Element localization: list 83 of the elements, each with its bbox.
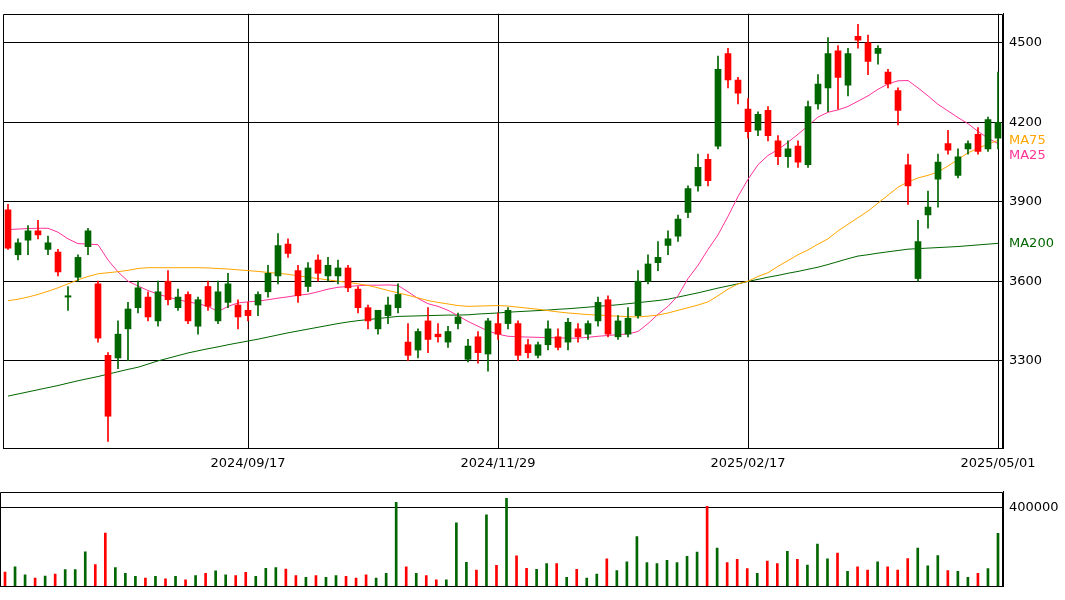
bar [575,568,579,587]
candlestick [994,71,1002,150]
bar [806,564,809,587]
bar [495,565,498,587]
bar [745,568,749,587]
bar [424,575,428,587]
bar [103,532,107,587]
bar [735,558,739,587]
bar [916,547,920,587]
bar [194,575,197,587]
bar [585,577,589,587]
bar [224,574,228,587]
bar [555,563,558,587]
bar [174,576,177,587]
bar [414,572,418,587]
x-tick-label: 2025/05/01 [960,455,1036,471]
bar [776,563,779,587]
bar [765,560,769,587]
bar [394,502,398,587]
bar [876,561,879,587]
bar [445,579,448,587]
candlestick [854,24,862,49]
bar [485,514,488,587]
candlestick [654,241,662,271]
bar [906,558,910,587]
bar [475,569,478,587]
bar [545,563,548,587]
bar [515,555,518,587]
x-tick-label: 2024/09/17 [210,455,286,471]
bar [404,566,408,587]
bar [926,565,930,587]
bar [264,567,268,587]
bar [796,558,799,587]
bar [434,579,438,587]
bar [144,577,147,587]
y-tick-label: 3600 [1009,272,1043,288]
bar [83,551,87,587]
bar [234,575,238,587]
bar [164,578,167,587]
bar [886,566,889,587]
bar [936,555,940,587]
bar [465,561,468,587]
bar [525,567,528,587]
bar [134,576,137,587]
y-tick-label: 3900 [1009,193,1043,209]
x-tick-label: 2024/11/29 [460,455,536,471]
bar [846,571,849,587]
series-label: MA75 [1009,131,1046,147]
bar [836,552,839,587]
bar [63,569,67,587]
bar [124,572,127,587]
bar [725,562,729,587]
bar [595,573,599,587]
bar [786,551,789,587]
bar [204,572,207,587]
bar [73,569,77,587]
x-tick-label: 2025/02/17 [710,455,786,471]
bar [274,567,278,587]
bar [154,576,157,587]
bar [866,569,869,587]
y-tick-label: 4200 [1009,113,1043,129]
y-tick-label: 3300 [1009,352,1043,368]
bar [184,579,187,587]
series-label: MA200 [1009,234,1054,250]
bar [826,558,829,587]
y-tick-label: 4500 [1009,34,1043,50]
bar [896,569,900,587]
bar [93,564,97,587]
bar [455,522,458,587]
bar [816,543,819,587]
candlestick [64,286,72,311]
bar [605,558,609,587]
bar [505,497,508,587]
bar [856,566,859,587]
bar [244,572,248,587]
bar [114,567,117,587]
bar [214,570,217,587]
bar [755,572,759,587]
bar [535,568,538,587]
series-label: MA25 [1009,146,1046,162]
bar [254,576,258,587]
bar [565,577,569,587]
y-tick-label: 400000 [1009,498,1059,514]
